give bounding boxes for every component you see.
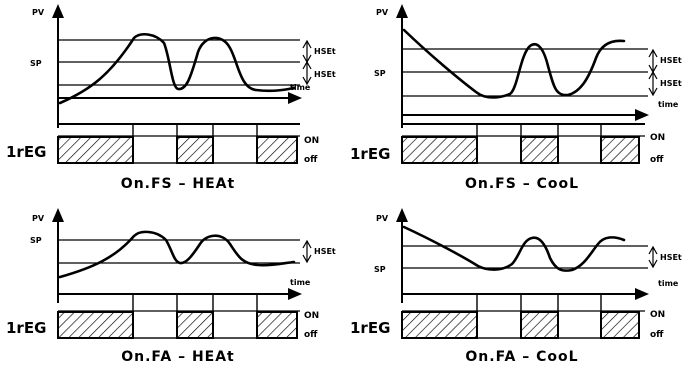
output-on-interval xyxy=(57,311,134,339)
output-on-interval xyxy=(176,136,214,164)
hysteresis-label: HSEt xyxy=(314,247,336,256)
output-on-interval xyxy=(57,136,134,164)
time-label: time xyxy=(290,83,311,92)
off-label: off xyxy=(650,330,664,340)
output-off-interval xyxy=(132,123,178,164)
output-on-interval xyxy=(520,136,559,164)
time-label: time xyxy=(290,278,311,287)
off-label: off xyxy=(304,330,318,340)
output-off-interval xyxy=(557,123,602,164)
on-label: ON xyxy=(304,136,319,146)
pv-curve xyxy=(402,28,626,99)
output-on-interval xyxy=(600,311,640,339)
output-off-interval xyxy=(212,123,258,164)
panel-caption: On.FS – CooL xyxy=(465,176,579,192)
output-on-interval xyxy=(401,136,478,164)
panel-onfs-heat: PV time SP HSEt HSEt 1rEG ON off On.FS –… xyxy=(6,4,336,192)
hysteresis-label-upper: HSEt xyxy=(314,47,336,56)
sp-label: SP xyxy=(30,236,42,245)
panel-onfa-cool: PV time SP HSEt 1rEG ON off On.FA – CooL xyxy=(350,208,682,365)
pv-label: PV xyxy=(376,8,389,17)
sp-label: SP xyxy=(374,69,386,78)
pv-curve xyxy=(58,33,296,105)
output-off-interval xyxy=(476,123,522,164)
pv-axis-arrow-icon xyxy=(396,4,408,18)
hysteresis-label-upper: HSEt xyxy=(660,56,682,65)
panel-onfa-heat: PV time SP HSEt 1rEG ON off On.FA – HEAt xyxy=(6,208,336,365)
sp-label: SP xyxy=(30,59,42,68)
hysteresis-arrows xyxy=(302,39,312,86)
output-label: 1rEG xyxy=(6,319,46,337)
output-label: 1rEG xyxy=(350,319,390,337)
pv-label: PV xyxy=(32,8,45,17)
output-on-interval xyxy=(256,311,298,339)
pv-label: PV xyxy=(376,214,389,223)
hysteresis-arrows xyxy=(648,245,658,269)
panel-caption: On.FA – CooL xyxy=(465,349,578,365)
pv-axis-arrow-icon xyxy=(52,4,64,18)
sp-label: SP xyxy=(374,265,386,274)
on-label: ON xyxy=(650,133,665,143)
time-axis-arrow-icon xyxy=(635,288,649,300)
hysteresis-label-lower: HSEt xyxy=(314,70,336,79)
output-off-interval xyxy=(132,293,178,339)
output-on-interval xyxy=(520,311,559,339)
output-on-interval xyxy=(600,136,640,164)
pv-curve xyxy=(58,230,296,279)
hysteresis-label: HSEt xyxy=(660,253,682,262)
hysteresis-label-lower: HSEt xyxy=(660,79,682,88)
pv-label: PV xyxy=(32,214,45,223)
output-off-interval xyxy=(212,293,258,339)
output-off-interval xyxy=(476,293,522,339)
off-label: off xyxy=(304,155,318,165)
off-label: off xyxy=(650,155,664,165)
output-on-interval xyxy=(256,136,298,164)
time-axis-arrow-icon xyxy=(635,109,649,121)
output-on-interval xyxy=(176,311,214,339)
on-label: ON xyxy=(650,310,665,320)
panel-caption: On.FA – HEAt xyxy=(121,349,235,365)
hysteresis-arrows xyxy=(648,48,658,97)
pv-axis-arrow-icon xyxy=(52,208,64,222)
time-axis-arrow-icon xyxy=(288,288,302,300)
output-label: 1rEG xyxy=(350,145,390,163)
time-label: time xyxy=(658,100,679,109)
time-label: time xyxy=(658,279,679,288)
pv-curve xyxy=(402,225,626,272)
on-label: ON xyxy=(304,311,319,321)
pv-axis-arrow-icon xyxy=(396,208,408,222)
output-on-interval xyxy=(401,311,478,339)
panel-onfs-cool: PV time SP HSEt HSEt 1rEG ON off On.FS –… xyxy=(350,4,682,192)
output-off-interval xyxy=(557,293,602,339)
time-axis-arrow-icon xyxy=(288,92,302,104)
hysteresis-arrows xyxy=(302,239,312,264)
panel-caption: On.FS – HEAt xyxy=(121,176,235,192)
output-label: 1rEG xyxy=(6,143,46,161)
